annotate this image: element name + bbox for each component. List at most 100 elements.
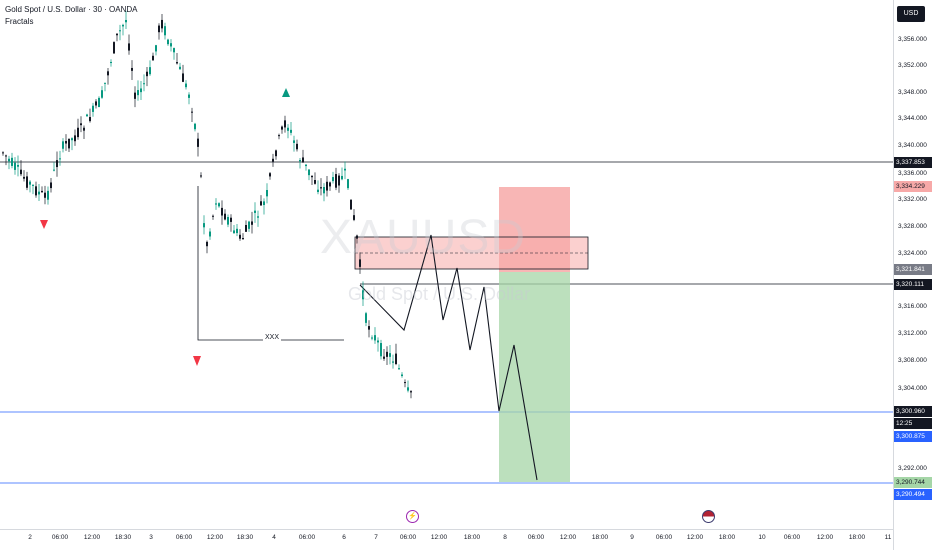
candle-body [404,382,406,384]
candle-body [26,176,28,188]
candle-body [110,61,112,64]
candle-body [386,351,388,357]
candle-body [122,24,124,27]
xxx-bracket-line[interactable] [197,186,344,341]
candle-body [62,141,64,149]
lightning-icon[interactable]: ⚡ [406,510,419,523]
price-tick-label: 3,356.000 [898,36,927,43]
candle-body [212,215,214,217]
candle-body [170,43,172,47]
indicator-label[interactable]: Fractals [5,17,34,26]
candle-body [218,203,220,207]
time-tick-label: 18:00 [848,534,866,541]
time-tick-label: 06:00 [175,534,193,541]
price-tick-label: 3,344.000 [898,115,927,122]
price-tag[interactable]: 3,320.111 [894,279,932,290]
candle-body [326,181,328,191]
time-axis[interactable] [0,529,893,550]
candle-body [95,101,97,106]
candle-body [65,141,67,144]
candle-body [131,67,133,71]
candle-body [56,160,58,168]
projection-path[interactable] [359,234,538,481]
candle-body [209,231,211,237]
candle-body [353,215,355,220]
chart-plot-area[interactable]: XAUUSD Gold Spot / U.S. Dollar XXX Gold … [0,0,893,529]
candle-body [50,182,52,189]
candle-body [332,177,334,182]
candle-body [176,62,178,64]
us-flag-icon[interactable] [702,510,715,523]
candle-body [323,186,325,194]
price-tag[interactable]: 3,337.853 [894,157,932,168]
candle-body [401,374,403,377]
candle-body [41,190,43,193]
candle-body [98,97,100,108]
candlestick-series[interactable] [2,10,412,399]
candle-body [257,216,259,218]
price-tick-label: 3,328.000 [898,223,927,230]
candle-body [191,111,193,113]
candle-body [248,221,250,229]
price-tag[interactable]: 12:25 [894,418,932,429]
candle-body [398,368,400,370]
candle-body [101,90,103,98]
candle-body [164,26,166,36]
time-tick-label: 06:00 [527,534,545,541]
candle-body [89,117,91,122]
candle-body [407,387,409,391]
candle-body [173,48,175,53]
candle-body [44,192,46,198]
candle-body [2,152,4,154]
time-tick-label: 3 [149,534,153,541]
price-tick-label: 3,332.000 [898,196,927,203]
candle-body [143,83,145,85]
price-tick-label: 3,292.000 [898,465,927,472]
candle-body [53,169,55,171]
candle-body [185,83,187,88]
candle-body [161,19,163,29]
candle-body [263,201,265,206]
currency-button[interactable]: USD [897,6,925,22]
time-tick-label: 8 [503,534,507,541]
price-tag[interactable]: 3,290.494 [894,489,932,500]
price-tag[interactable]: 3,300.960 [894,406,932,417]
candle-body [59,158,61,160]
candle-body [320,187,322,189]
price-tag[interactable]: 3,334.229 [894,181,932,192]
candle-body [188,94,190,98]
candle-body [344,168,346,171]
time-tick-label: 12:00 [206,534,224,541]
candle-body [335,174,337,188]
candle-body [272,158,274,162]
candle-body [125,19,127,23]
chart-svg[interactable] [0,0,893,529]
candle-body [365,313,367,323]
candle-body [71,138,73,141]
candle-body [8,158,10,162]
xxx-label[interactable]: XXX [263,334,282,341]
candle-body [137,90,139,96]
price-tick-label: 3,348.000 [898,89,927,96]
price-tag[interactable]: 3,300.875 [894,431,932,442]
time-tick-label: 18:30 [236,534,254,541]
candle-body [17,164,19,167]
time-tick-label: 9 [630,534,634,541]
candle-body [77,127,79,138]
time-tick-label: 12:00 [686,534,704,541]
take-profit-zone[interactable] [499,272,570,482]
time-tick-label: 12:00 [83,534,101,541]
candle-body [233,230,235,234]
price-tick-label: 3,324.000 [898,250,927,257]
chart-legend[interactable]: Gold Spot / U.S. Dollar · 30 · OANDA Fra… [5,4,138,28]
fractal-down-arrow-1 [40,220,48,229]
price-tick-label: 3,336.000 [898,170,927,177]
price-tag[interactable]: 3,321.841 [894,264,932,275]
price-axis[interactable] [893,0,932,550]
candle-body [260,201,262,206]
symbol-title[interactable]: Gold Spot / U.S. Dollar · 30 · OANDA [5,5,138,14]
candle-body [338,175,340,186]
candle-body [20,169,22,175]
price-tag[interactable]: 3,290.744 [894,477,932,488]
